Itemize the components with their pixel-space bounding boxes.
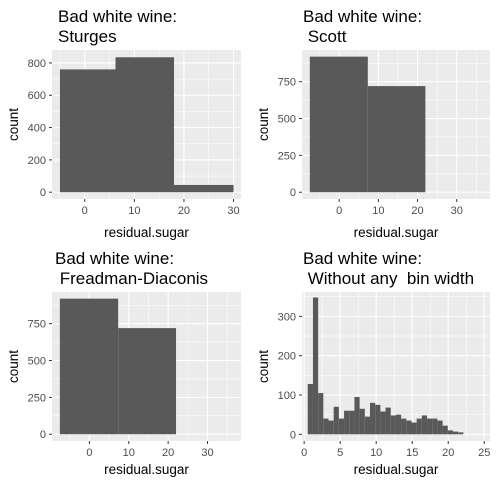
y-tick-label: 750 [278, 77, 296, 89]
histogram-bar-28 [447, 430, 453, 435]
y-tick-label: 200 [28, 155, 46, 167]
chart-title-line: Bad white wine: [58, 7, 177, 26]
x-tick-label: 20 [162, 447, 174, 459]
histogram-bar-30 [458, 432, 464, 435]
x-tick-label: 20 [178, 205, 190, 217]
histogram-bar-3 [318, 393, 324, 435]
chart-title-line: Bad white wine: [303, 7, 422, 26]
histogram-bar-18 [395, 414, 402, 435]
histogram-bar-2 [115, 57, 175, 193]
x-tick-label: 0 [336, 205, 342, 217]
histogram-bar-2 [118, 328, 177, 435]
x-tick-label: 25 [478, 447, 490, 459]
y-tick-label: 0 [290, 429, 296, 441]
histogram-bar-12 [364, 416, 370, 435]
histogram-bar-26 [437, 420, 443, 435]
chart-panel-1: 0 10 20 30 0 200 400 600 800 residual.sugar count B… [6, 7, 241, 240]
histogram-bar-23 [421, 415, 428, 435]
chart-title-line: Sturges [58, 27, 117, 46]
x-tick-label: 15 [406, 447, 418, 459]
histogram-bar-13 [369, 402, 376, 435]
histogram-bar-19 [401, 418, 407, 435]
x-axis-label: residual.sugar [104, 462, 189, 477]
y-axis-label: count [6, 108, 21, 141]
chart-title-line: Without any bin width [303, 269, 474, 288]
chart-title-line: Bad white wine: [303, 249, 422, 268]
y-tick-label: 500 [28, 356, 46, 368]
histogram-bar-29 [452, 431, 459, 435]
histogram-bar-8 [344, 410, 350, 435]
x-tick-label: 30 [227, 205, 239, 217]
chart-panel-4: 0 5 10 15 20 25 0 100 200 300 residual.sugar count B… [256, 249, 490, 477]
y-tick-label: 0 [290, 187, 296, 199]
chart-title-line: Scott [303, 27, 347, 46]
y-axis-label: count [6, 350, 21, 383]
chart-title-line: Freadman-Diaconis [55, 269, 208, 288]
histogram-bar-5 [328, 420, 334, 435]
chart-panel-2: 0 10 20 30 0 250 500 750 residual.sugar count Bad … [256, 7, 490, 240]
histogram-bar-1 [59, 298, 119, 435]
y-tick-label: 100 [278, 390, 296, 402]
chart-title-line: Bad white wine: [55, 249, 174, 268]
x-tick-label: 10 [370, 447, 382, 459]
x-axis-label: residual.sugar [354, 225, 439, 240]
chart-title: Bad white wine: Sturges [58, 7, 177, 46]
histogram-bar-21 [411, 422, 417, 435]
y-tick-label: 500 [278, 114, 296, 126]
histogram-bar-2 [367, 86, 426, 193]
x-tick-label: 20 [411, 205, 423, 217]
x-tick-label: 20 [442, 447, 454, 459]
x-tick-label: 30 [451, 205, 463, 217]
x-axis-label: residual.sugar [354, 462, 439, 477]
x-tick-label: 10 [372, 205, 384, 217]
y-tick-label: 800 [28, 58, 46, 70]
histogram-bar-15 [380, 411, 386, 435]
chart-title: Bad white wine: Scott [303, 7, 422, 46]
x-tick-label: 0 [86, 447, 92, 459]
histogram-bar-4 [323, 418, 329, 435]
histogram-bar-14 [375, 404, 381, 435]
histogram-bar-10 [354, 396, 360, 435]
y-tick-label: 200 [278, 351, 296, 363]
histogram-bar-1 [307, 383, 313, 435]
chart-title: Bad white wine: Freadman-Diaconis [55, 249, 208, 288]
y-tick-label: 600 [28, 90, 46, 102]
histogram-bar-25 [432, 418, 438, 435]
y-tick-label: 250 [278, 150, 296, 162]
y-tick-label: 0 [40, 429, 46, 441]
histogram-bar-2 [312, 297, 319, 435]
x-tick-label: 0 [301, 447, 307, 459]
y-tick-label: 300 [278, 311, 296, 323]
histogram-bar-1 [59, 69, 116, 193]
histogram-bar-20 [406, 420, 412, 435]
y-tick-label: 750 [28, 319, 46, 331]
histogram-bar-27 [442, 425, 448, 435]
histogram-bar-1 [309, 56, 368, 193]
chart-title: Bad white wine: Without any bin width [303, 249, 474, 288]
chart-panel-3: 0 10 20 30 0 250 500 750 residual.sugar count Bad … [6, 249, 241, 477]
histogram-bar-11 [359, 408, 365, 435]
histogram-bar-24 [427, 418, 433, 435]
y-tick-label: 400 [28, 123, 46, 135]
y-tick-label: 250 [28, 392, 46, 404]
x-tick-label: 30 [201, 447, 213, 459]
y-axis-label: count [256, 108, 271, 141]
histogram-bar-22 [416, 418, 422, 435]
x-tick-label: 10 [123, 447, 135, 459]
histogram-bar-7 [338, 418, 345, 435]
histogram-bar-3 [174, 184, 234, 193]
x-tick-label: 10 [128, 205, 140, 217]
histogram-bar-16 [385, 407, 391, 435]
histogram-bar-6 [333, 406, 339, 435]
y-axis-label: count [256, 350, 271, 383]
x-axis-label: residual.sugar [104, 225, 189, 240]
histogram-bar-9 [349, 410, 355, 435]
x-tick-label: 0 [82, 205, 88, 217]
y-tick-label: 0 [40, 187, 46, 199]
histogram-bar-17 [390, 415, 396, 435]
x-tick-label: 5 [337, 447, 343, 459]
